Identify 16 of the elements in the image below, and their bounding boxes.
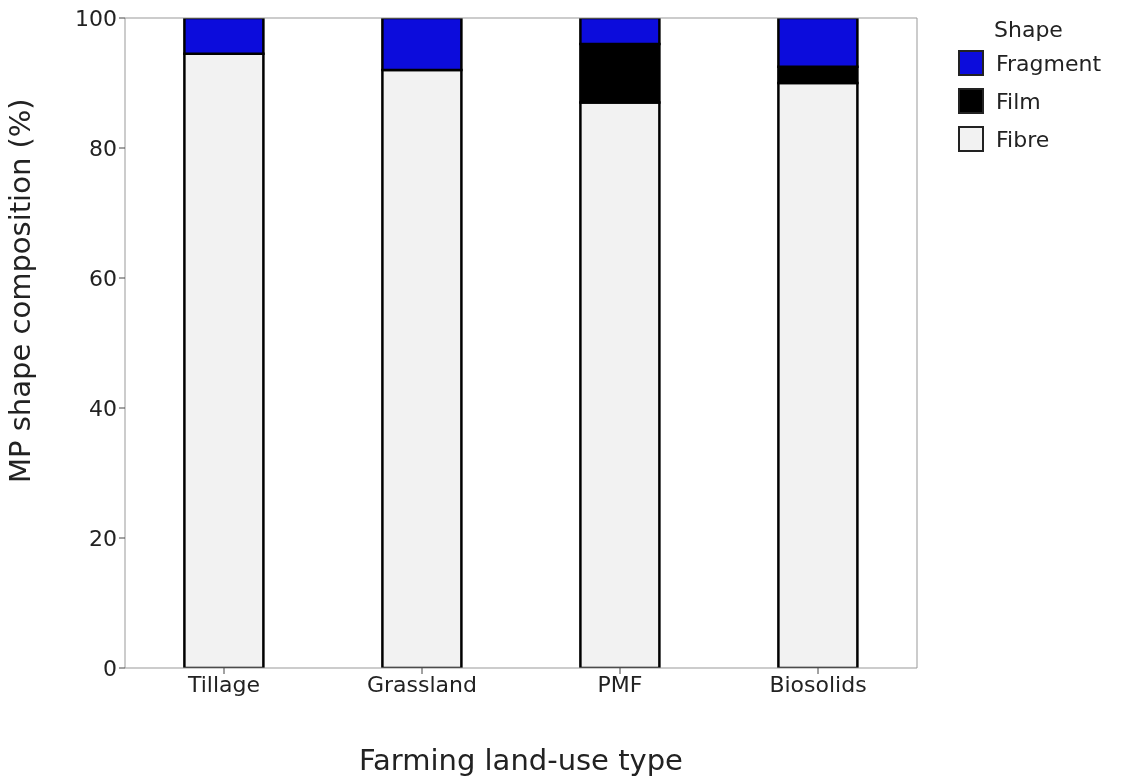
legend-title: Shape	[993, 17, 1064, 42]
legend-label: Film	[996, 88, 1041, 114]
x-tick-label: Biosolids	[769, 671, 867, 697]
x-axis-title: Farming land-use type	[359, 743, 683, 776]
y-tick-label: 100	[75, 5, 117, 31]
text: Fibre	[996, 126, 1050, 152]
x-tick-label: Grassland	[367, 671, 477, 697]
y-tick-label: 40	[89, 395, 117, 421]
legend-label: Fragment	[996, 50, 1102, 76]
y-tick-label: 0	[103, 655, 117, 681]
y-tick-label: 60	[89, 265, 117, 291]
x-tick-label: Tillage	[186, 671, 261, 697]
y-axis-title: MP shape composition (%)	[3, 98, 38, 483]
x-tick-label: PMF	[597, 671, 643, 697]
y-tick-label: 20	[89, 525, 117, 551]
y-tick-label: 80	[89, 135, 117, 161]
